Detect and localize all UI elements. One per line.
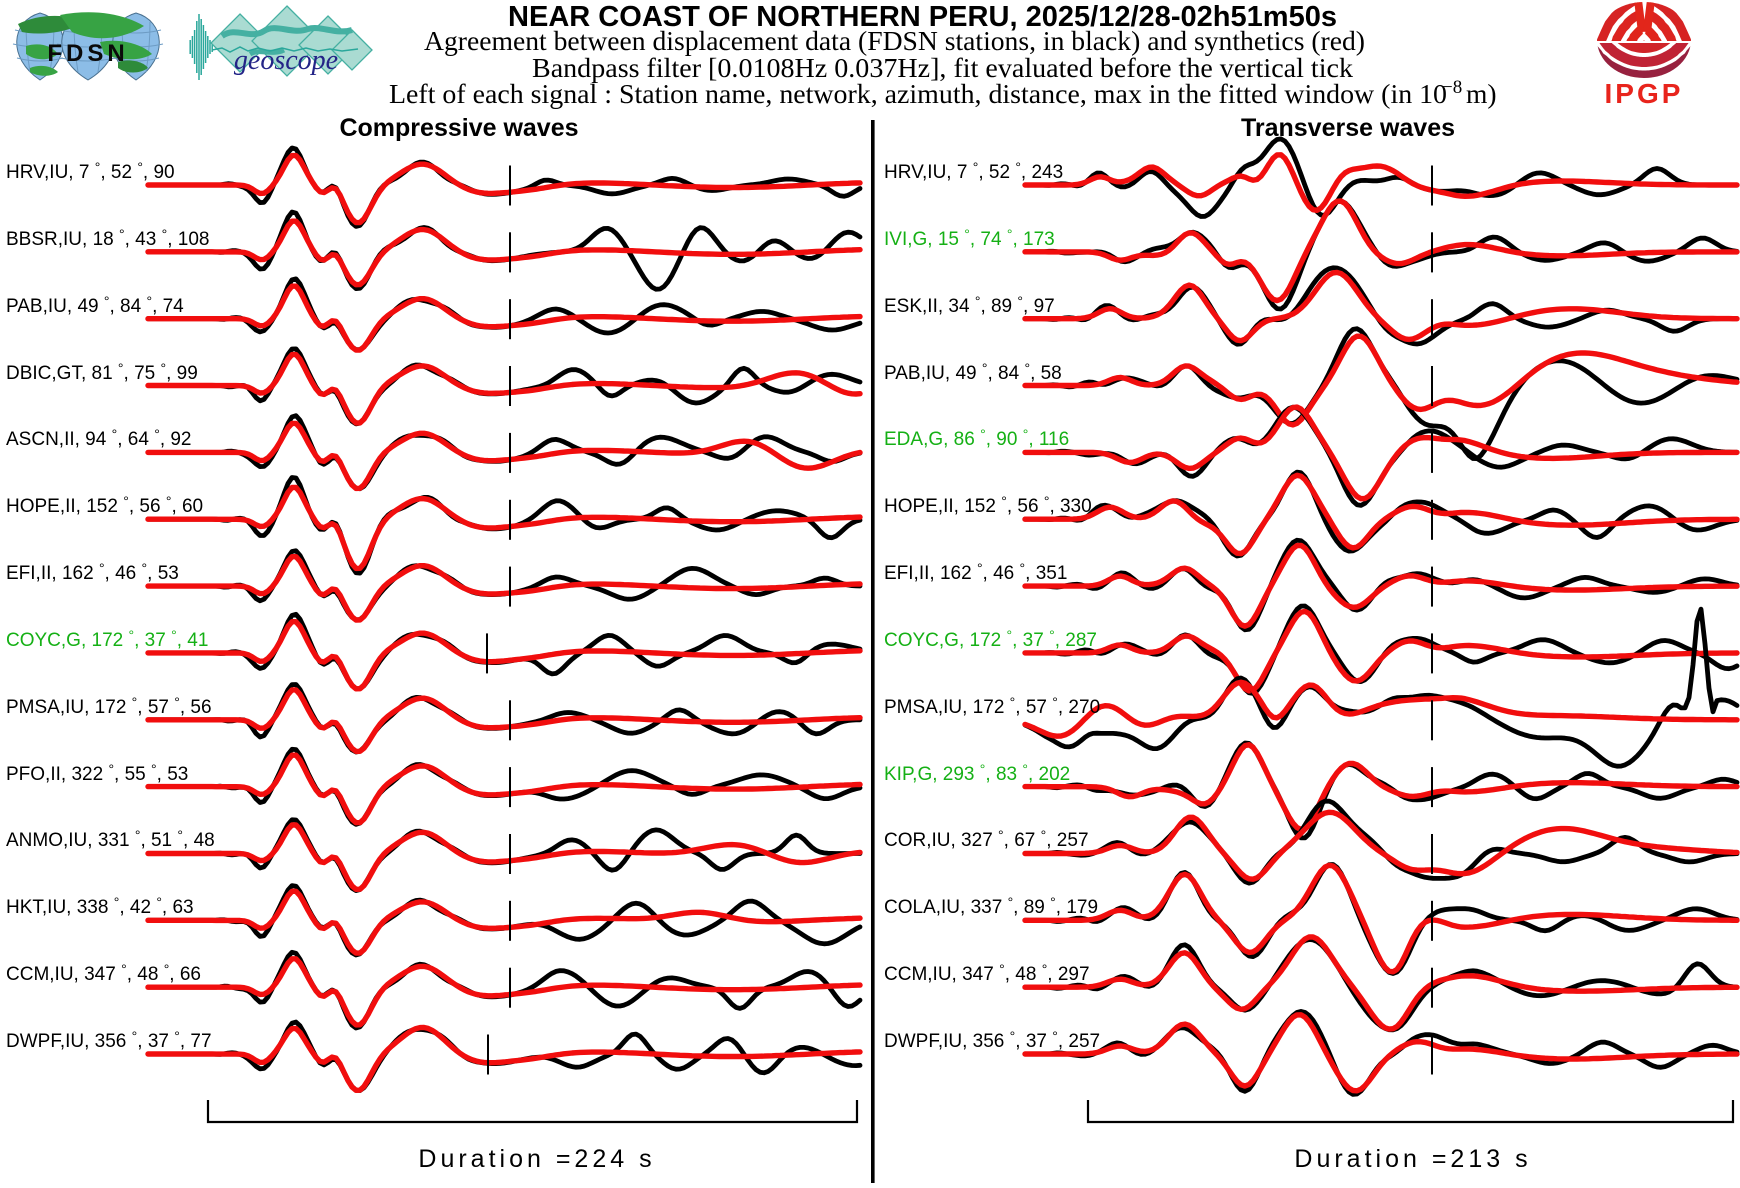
svg-text:HKT,IU, 338 °, 42 °, 63: HKT,IU, 338 °, 42 °, 63 (6, 894, 194, 918)
svg-text:Bandpass filter [0.0108Hz 0.03: Bandpass filter [0.0108Hz 0.037Hz], fit … (532, 52, 1353, 83)
svg-text:Left of each signal : Station: Left of each signal : Station name, netw… (389, 78, 1447, 109)
svg-text:ESK,II, 34 °, 89 °, 97: ESK,II, 34 °, 89 °, 97 (884, 293, 1055, 317)
svg-text:EDA,G, 86 °, 90 °, 116: EDA,G, 86 °, 90 °, 116 (884, 426, 1069, 450)
svg-text:−8: −8 (1442, 77, 1462, 98)
svg-text:DWPF,IU, 356 °, 37 °, 257: DWPF,IU, 356 °, 37 °, 257 (884, 1028, 1100, 1052)
svg-text:COYC,G, 172 °, 37 °, 41: COYC,G, 172 °, 37 °, 41 (6, 627, 208, 651)
svg-text:IPGP: IPGP (1605, 78, 1684, 109)
svg-text:Duration =213 s: Duration =213 s (1294, 1145, 1531, 1173)
svg-text:Transverse waves: Transverse waves (1241, 114, 1455, 142)
svg-text:COYC,G, 172 °, 37 °, 287: COYC,G, 172 °, 37 °, 287 (884, 627, 1097, 651)
svg-text:KIP,G, 293 °, 83 °, 202: KIP,G, 293 °, 83 °, 202 (884, 761, 1070, 785)
svg-text:PMSA,IU, 172 °, 57 °, 56: PMSA,IU, 172 °, 57 °, 56 (6, 694, 212, 718)
svg-text:DWPF,IU, 356 °, 37 °, 77: DWPF,IU, 356 °, 37 °, 77 (6, 1028, 212, 1052)
svg-text:NEAR COAST OF NORTHERN PERU, 2: NEAR COAST OF NORTHERN PERU, 2025/12/28-… (508, 1, 1337, 33)
svg-text:Duration =224 s: Duration =224 s (418, 1145, 655, 1173)
svg-text:Compressive waves: Compressive waves (339, 114, 578, 142)
svg-text:ASCN,II, 94 °, 64 °, 92: ASCN,II, 94 °, 64 °, 92 (6, 426, 192, 450)
svg-text:HOPE,II, 152 °, 56 °, 60: HOPE,II, 152 °, 56 °, 60 (6, 493, 203, 517)
svg-text:ANMO,IU, 331 °, 51 °, 48: ANMO,IU, 331 °, 51 °, 48 (6, 827, 215, 851)
svg-text:EFI,II, 162 °, 46 °, 351: EFI,II, 162 °, 46 °, 351 (884, 560, 1067, 584)
svg-text:m): m) (1466, 78, 1497, 109)
svg-text:EFI,II, 162 °, 46 °, 53: EFI,II, 162 °, 46 °, 53 (6, 560, 179, 584)
svg-text:COR,IU, 327 °, 67 °, 257: COR,IU, 327 °, 67 °, 257 (884, 827, 1089, 851)
svg-text:HOPE,II, 152 °, 56 °, 330: HOPE,II, 152 °, 56 °, 330 (884, 493, 1092, 517)
svg-text:IVI,G, 15 °, 74 °, 173: IVI,G, 15 °, 74 °, 173 (884, 226, 1055, 250)
svg-text:HRV,IU, 7 °, 52 °, 90: HRV,IU, 7 °, 52 °, 90 (6, 159, 175, 183)
svg-text:PAB,IU, 49 °, 84 °, 74: PAB,IU, 49 °, 84 °, 74 (6, 293, 184, 317)
svg-text:BBSR,IU, 18 °, 43 °, 108: BBSR,IU, 18 °, 43 °, 108 (6, 226, 209, 250)
svg-text:Agreement between displacement: Agreement between displacement data (FDS… (424, 25, 1365, 56)
svg-text:PMSA,IU, 172 °, 57 °, 270: PMSA,IU, 172 °, 57 °, 270 (884, 694, 1100, 718)
svg-text:COLA,IU, 337 °, 89 °, 179: COLA,IU, 337 °, 89 °, 179 (884, 894, 1098, 918)
svg-text:PFO,II, 322 °, 55 °, 53: PFO,II, 322 °, 55 °, 53 (6, 761, 188, 785)
svg-text:CCM,IU, 347 °, 48 °, 66: CCM,IU, 347 °, 48 °, 66 (6, 961, 201, 985)
svg-text:FDSN: FDSN (47, 40, 128, 67)
svg-text:DBIC,GT, 81 °, 75 °, 99: DBIC,GT, 81 °, 75 °, 99 (6, 360, 198, 384)
svg-text:PAB,IU, 49 °, 84 °, 58: PAB,IU, 49 °, 84 °, 58 (884, 360, 1062, 384)
svg-text:CCM,IU, 347 °, 48 °, 297: CCM,IU, 347 °, 48 °, 297 (884, 961, 1090, 985)
svg-text:geoscope: geoscope (234, 45, 338, 76)
